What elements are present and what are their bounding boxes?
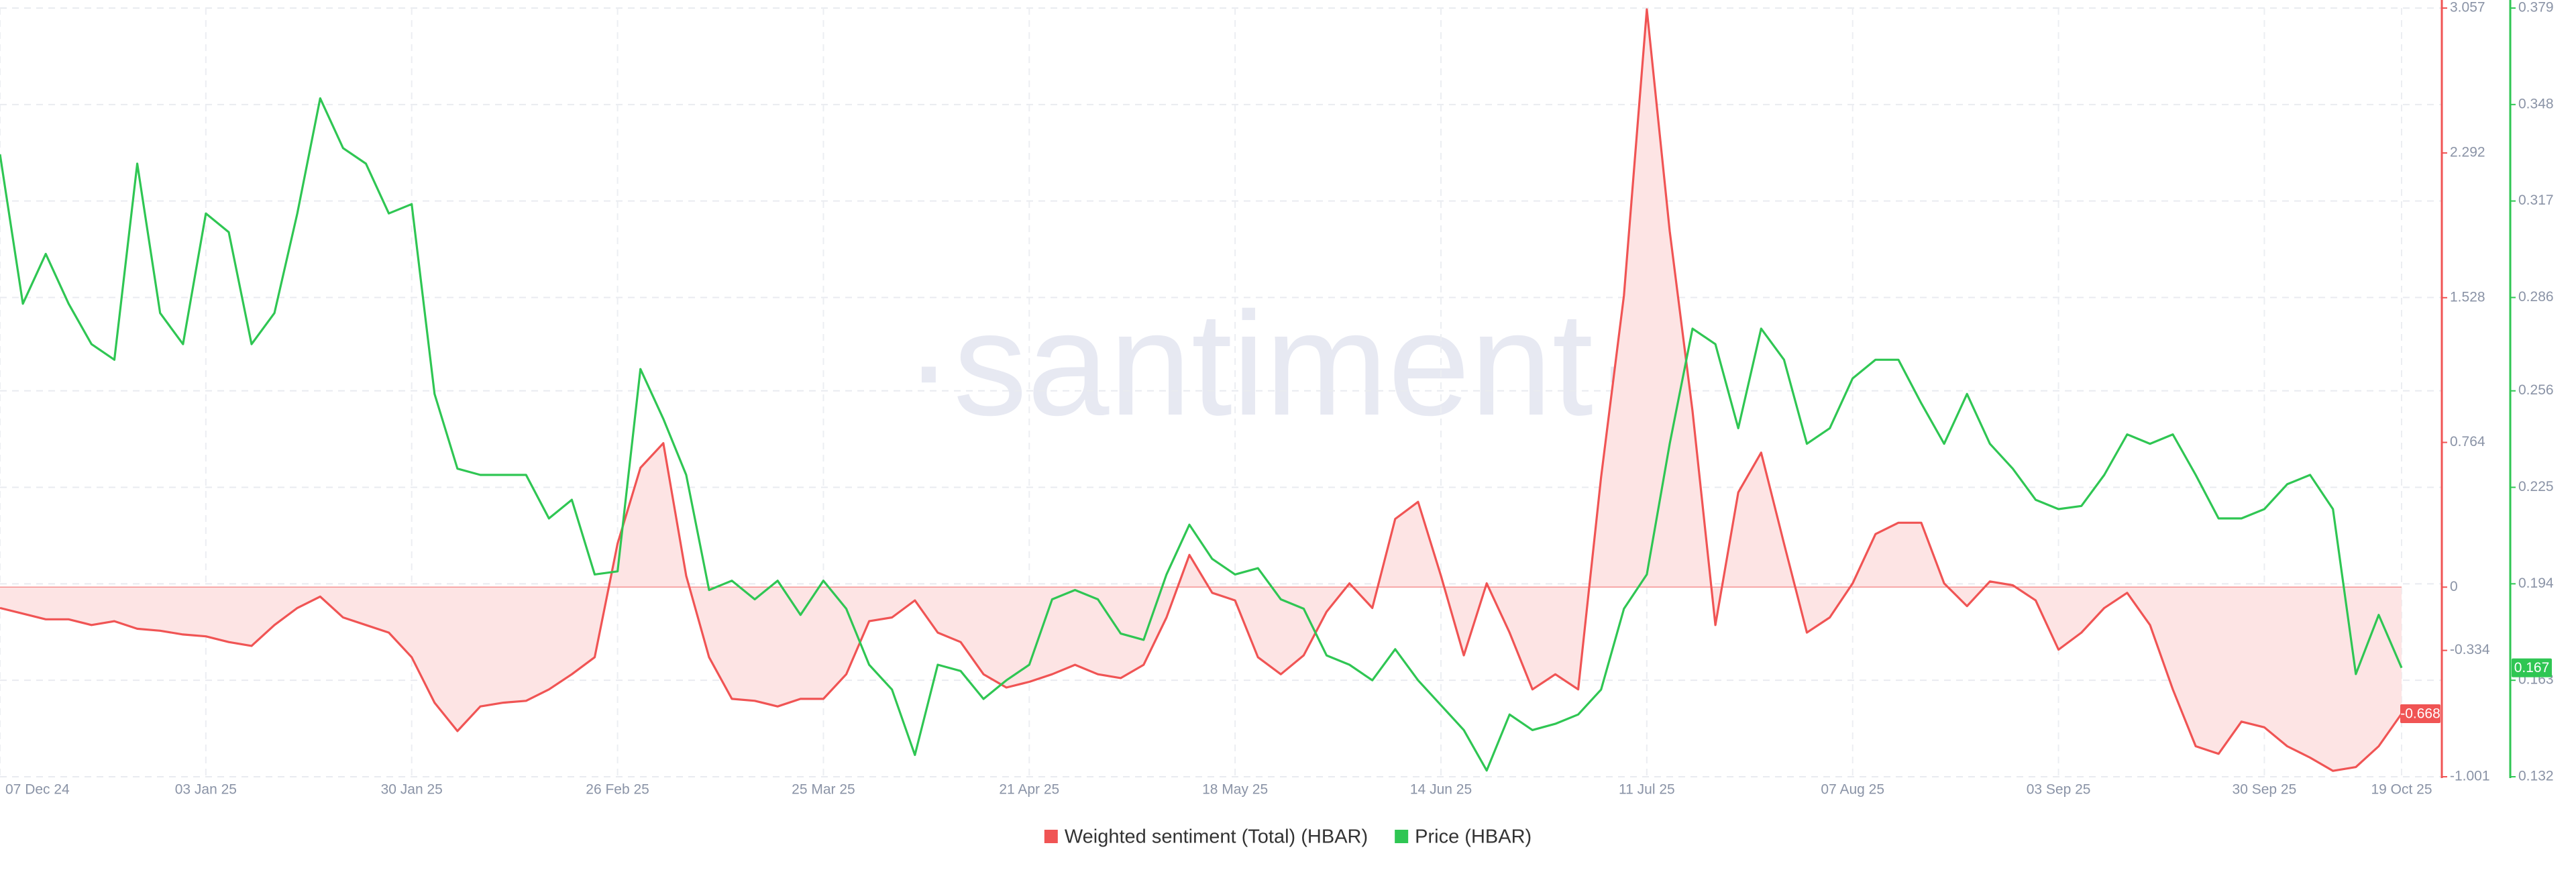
y2-tick-label: 0.132 [2518,769,2554,784]
x-tick-label: 07 Aug 25 [1821,782,1884,798]
current-value-label: 0.167 [2514,660,2550,675]
line [0,97,2403,772]
plot [0,8,2403,772]
x-tick-label: 19 Oct 25 [2371,782,2432,798]
y-tick-label: 2.292 [2450,145,2485,160]
x-tick-label: 03 Sep 25 [2027,782,2091,798]
legend-text: Price (HBAR) [1415,826,1532,848]
watermark: ·santiment· [904,281,1642,446]
legend-text: Weighted sentiment (Total) (HBAR) [1065,826,1368,848]
y-tick-label: 0.764 [2450,434,2485,449]
y-tick-label: -0.334 [2450,642,2490,657]
x-tick-label: 21 Apr 25 [999,782,1059,798]
current-value-badge [2512,658,2552,677]
y2-tick-label: 0.286 [2518,289,2554,305]
y-tick-label: 3.057 [2450,0,2485,15]
legend-swatch [1044,830,1058,843]
y2-tick-label: 0.379 [2518,0,2554,15]
line [0,8,2403,772]
x-tick-label: 07 Dec 24 [5,782,70,798]
current-value-label: -0.668 [2400,706,2440,722]
axes: 0.1320.1630.1940.2250.2560.2860.3170.348… [5,0,2554,798]
y-tick-label: 1.528 [2450,289,2485,305]
x-tick-label: 03 Jan 25 [175,782,237,798]
legend: Weighted sentiment (Total) (HBAR) Price (… [1044,826,1532,848]
legend-swatch [1395,830,1409,843]
x-tick-label: 11 Jul 25 [1619,782,1675,798]
y2-tick-label: 0.256 [2518,382,2554,398]
y2-tick-label: 0.194 [2518,576,2554,591]
y2-tick-label: 0.225 [2518,479,2554,494]
x-tick-label: 18 May 25 [1202,782,1268,798]
y2-tick-label: 0.348 [2518,96,2554,111]
y-tick-label: 0 [2450,579,2458,594]
x-tick-label: 30 Jan 25 [381,782,443,798]
y-tick-label: -1.001 [2450,769,2490,784]
x-tick-label: 14 Jun 25 [1410,782,1472,798]
y2-tick-label: 0.317 [2518,193,2554,208]
current-value-badge [2400,704,2440,723]
x-tick-label: 26 Feb 25 [586,782,649,798]
x-tick-label: 25 Mar 25 [792,782,855,798]
x-tick-label: 30 Sep 25 [2233,782,2297,798]
